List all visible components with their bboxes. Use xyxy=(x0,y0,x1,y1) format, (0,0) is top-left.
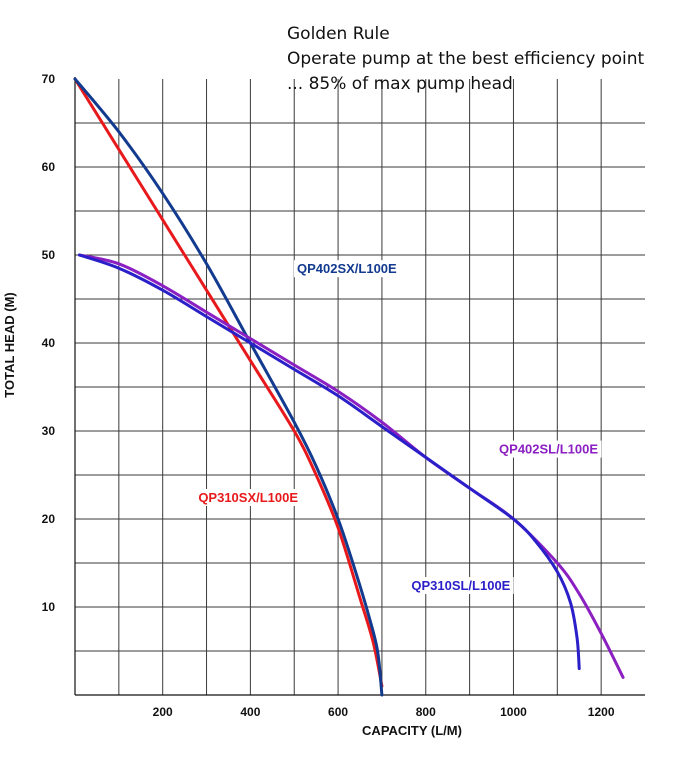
annotation-line-3: ... 85% of max pump head xyxy=(287,74,513,94)
x-tick-label: 1000 xyxy=(500,705,527,719)
y-axis-label: TOTAL HEAD (M) xyxy=(2,292,17,397)
x-tick-label: 1200 xyxy=(588,705,615,719)
y-tick-label: 70 xyxy=(42,72,56,86)
y-tick-label: 30 xyxy=(42,424,56,438)
x-axis-label: CAPACITY (L/M) xyxy=(362,723,462,738)
axes xyxy=(74,77,645,696)
y-tick-label: 40 xyxy=(42,336,56,350)
x-tick-label: 600 xyxy=(328,705,348,719)
x-tick-label: 400 xyxy=(240,705,260,719)
series-lines xyxy=(73,77,625,697)
series-label-qp310sl-l100e: QP310SL/L100E xyxy=(411,578,510,593)
series-line-qp402sl-l100e xyxy=(77,253,625,679)
y-tick-label: 20 xyxy=(42,512,56,526)
series-line-qp402sx-l100e xyxy=(73,77,384,697)
x-tick-label: 200 xyxy=(153,705,173,719)
series-label-backdrop xyxy=(195,489,302,506)
series-line-qp310sx-l100e xyxy=(73,77,384,688)
x-tick-label: 800 xyxy=(416,705,436,719)
series-label-qp402sx-l100e: QP402SX/L100E xyxy=(297,261,397,276)
y-tick-label: 60 xyxy=(42,160,56,174)
series-line-qp310sl-l100e xyxy=(77,253,581,671)
tick-labels: 200 400 600 800 1000 1200 10 20 30 40 50 60 70 xyxy=(42,72,615,719)
y-tick-label: 10 xyxy=(42,600,56,614)
series-label-backdrop xyxy=(496,440,602,458)
annotation-line-2: Operate pump at the best efficiency poin… xyxy=(287,49,645,69)
grid xyxy=(75,79,645,695)
series-labels: QP402SX/L100E QP402SL/L100E QP310SX/L100E Q… xyxy=(195,260,602,594)
series-label-qp402sl-l100e: QP402SL/L100E xyxy=(499,442,598,457)
series-label-backdrop xyxy=(293,260,401,278)
series-label-qp310sx-l100e: QP310SX/L100E xyxy=(198,490,298,505)
annotation-title: Golden Rule xyxy=(287,24,390,44)
y-tick-label: 50 xyxy=(42,248,56,262)
series-label-backdrop xyxy=(408,577,514,594)
